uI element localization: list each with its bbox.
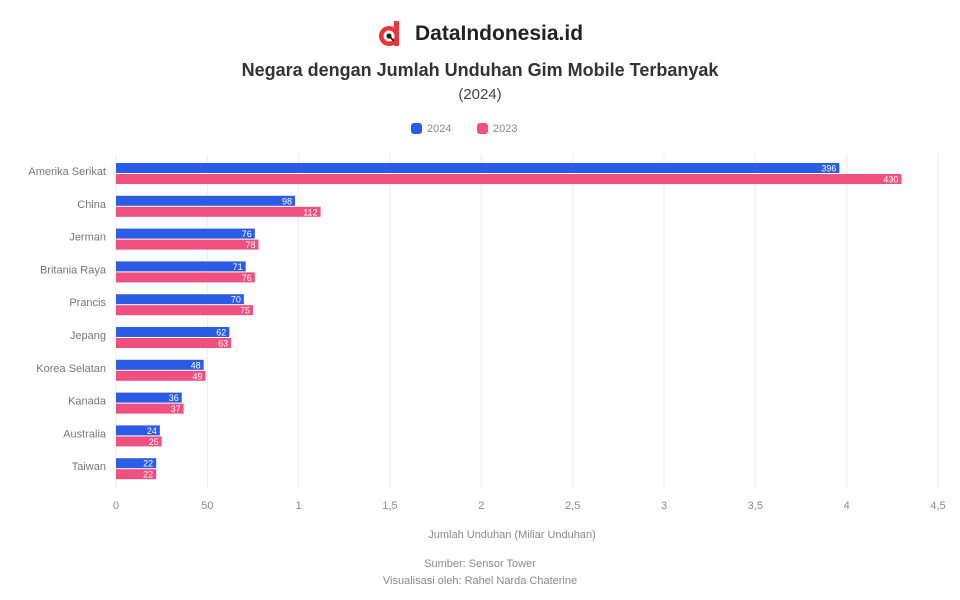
legend-swatch-2024 [411, 123, 422, 134]
bar-2023 [116, 305, 253, 316]
bar-value-label: 22 [143, 459, 153, 469]
bar-value-label: 430 [883, 175, 898, 185]
category-label: Amerika Serikat [28, 166, 106, 178]
legend-label-2023: 2023 [493, 123, 517, 135]
x-tick-label: 2,5 [565, 500, 580, 512]
bar-2024 [116, 458, 157, 469]
category-label: Britania Raya [40, 264, 107, 276]
bar-value-label: 62 [216, 328, 226, 338]
x-tick-label: 2 [478, 500, 484, 512]
bar-2023 [116, 469, 157, 480]
bar-2024 [116, 163, 840, 173]
bar-2023 [116, 272, 255, 283]
bar-value-label: 22 [143, 470, 153, 480]
bar-value-label: 70 [231, 295, 241, 305]
brand-header: DataIndonesia.id [0, 20, 960, 48]
source-note: Sumber: Sensor Tower [424, 558, 536, 570]
category-label: Korea Selatan [36, 363, 106, 375]
bar-value-label: 76 [242, 273, 252, 283]
x-tick-label: 4,5 [930, 500, 945, 512]
x-tick-label: 0 [113, 500, 119, 512]
category-label: Jerman [69, 232, 106, 244]
bar-2023 [116, 370, 206, 381]
bar-value-label: 78 [245, 240, 255, 250]
chart-footer: Sumber: Sensor Tower Visualisasi oleh: R… [0, 556, 960, 590]
bar-value-label: 396 [821, 164, 836, 174]
x-tick-label: 4 [844, 500, 850, 512]
bar-value-label: 76 [242, 229, 252, 239]
x-tick-label: 1 [296, 500, 302, 512]
bar-value-label: 63 [218, 339, 228, 349]
bar-2023 [116, 403, 184, 414]
legend-label-2024: 2024 [427, 123, 451, 135]
bar-value-label: 98 [282, 196, 292, 206]
legend-swatch-2023 [477, 123, 488, 134]
visualized-by-note: Visualisasi oleh: Rahel Narda Chaterine [382, 575, 578, 587]
bar-2024 [116, 294, 244, 305]
bar-2024 [116, 195, 296, 206]
bar-2024 [116, 392, 182, 403]
bar-value-label: 36 [169, 393, 179, 403]
bar-value-label: 112 [303, 207, 317, 217]
category-label: China [77, 199, 107, 211]
category-label: Taiwan [72, 461, 106, 473]
x-tick-label: 3,5 [748, 500, 763, 512]
bar-value-label: 24 [147, 426, 157, 436]
bar-value-label: 49 [192, 371, 202, 381]
category-label: Prancis [69, 297, 106, 309]
category-label: Jepang [70, 330, 106, 342]
bar-value-label: 25 [149, 437, 159, 447]
x-tick-label: 3 [661, 500, 667, 512]
bar-2023 [116, 436, 162, 447]
bar-value-label: 48 [191, 360, 201, 370]
brand-name: DataIndonesia.id [414, 22, 584, 45]
bar-value-label: 75 [240, 306, 250, 316]
dataindonesia-logo-icon [378, 21, 399, 46]
bar-2024 [116, 261, 246, 272]
bar-2024 [116, 425, 160, 436]
x-tick-label: 50 [201, 500, 213, 512]
bar-2023 [116, 338, 232, 348]
bar-2024 [116, 359, 204, 370]
bar-value-label: 37 [171, 404, 181, 414]
x-tick-label: 1,5 [382, 500, 397, 512]
category-label: Kanada [68, 396, 107, 408]
chart-subtitle: (2024) [458, 86, 502, 103]
bar-2023 [116, 239, 259, 250]
bar-value-label: 71 [233, 262, 243, 272]
bar-2024 [116, 228, 255, 239]
x-axis-label: Jumlah Unduhan (Miliar Unduhan) [428, 529, 596, 541]
chart-title: Negara dengan Jumlah Unduhan Gim Mobile … [241, 60, 719, 80]
bar-2024 [116, 327, 230, 337]
bar-2023 [116, 206, 321, 217]
bar-2023 [116, 174, 902, 184]
category-label: Australia [63, 428, 107, 440]
